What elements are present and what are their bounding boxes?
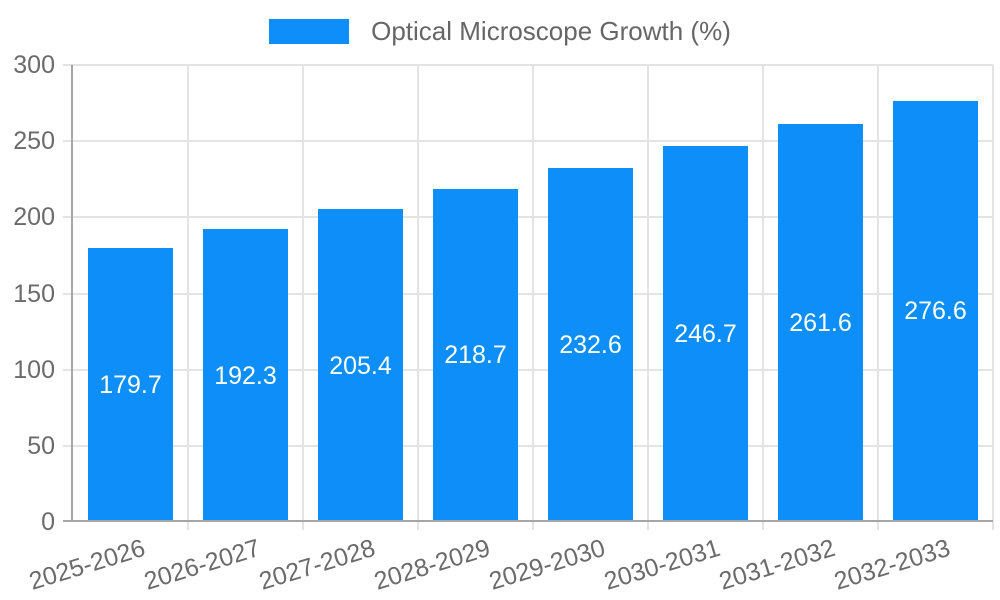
bar-value-label: 192.3	[214, 361, 277, 390]
y-tick-label: 300	[13, 51, 55, 79]
gridline-v	[187, 65, 189, 530]
bar: 218.7	[433, 188, 518, 522]
legend-label: Optical Microscope Growth (%)	[371, 16, 731, 46]
y-tick-label: 200	[13, 203, 55, 232]
y-tick-label: 250	[13, 127, 55, 156]
bar-value-label: 218.7	[444, 341, 507, 370]
bar-value-label: 261.6	[789, 308, 852, 337]
bar: 179.7	[88, 248, 173, 522]
gridline-v	[762, 65, 764, 530]
gridline-v	[647, 65, 649, 530]
bar-value-label: 205.4	[329, 351, 392, 380]
gridline-h	[63, 64, 993, 66]
y-tick-label: 50	[27, 431, 55, 460]
bar: 232.6	[548, 167, 633, 522]
bar-value-label: 276.6	[904, 297, 967, 326]
legend[interactable]: Optical Microscope Growth (%)	[0, 16, 1000, 47]
bar-value-label: 232.6	[559, 330, 622, 359]
bar-value-label: 179.7	[99, 371, 162, 400]
gridline-v	[302, 65, 304, 530]
y-tick-label: 0	[41, 508, 55, 536]
y-tick-label: 150	[13, 279, 55, 308]
bar: 192.3	[203, 229, 288, 522]
gridline-h	[63, 140, 993, 143]
bar: 276.6	[893, 100, 978, 522]
gridline-v	[417, 65, 419, 530]
gridline-v	[877, 65, 879, 530]
y-axis-line	[71, 65, 73, 522]
gridline-v	[992, 65, 994, 530]
plot-area: 179.7 192.3 205.4 218.7 232.6 246.7 261.6 276.6	[63, 64, 994, 530]
gridline-h	[63, 216, 993, 219]
bar: 246.7	[663, 146, 748, 522]
gridline-h	[63, 368, 993, 371]
gridline-v	[532, 65, 534, 530]
y-tick-label: 100	[13, 355, 55, 384]
gridline-h	[63, 292, 993, 295]
bar-value-label: 246.7	[674, 320, 737, 349]
gridline-h	[63, 444, 993, 447]
bar: 205.4	[318, 209, 403, 522]
legend-swatch	[269, 19, 350, 44]
bar: 261.6	[778, 123, 863, 522]
x-axis-line	[63, 520, 993, 522]
